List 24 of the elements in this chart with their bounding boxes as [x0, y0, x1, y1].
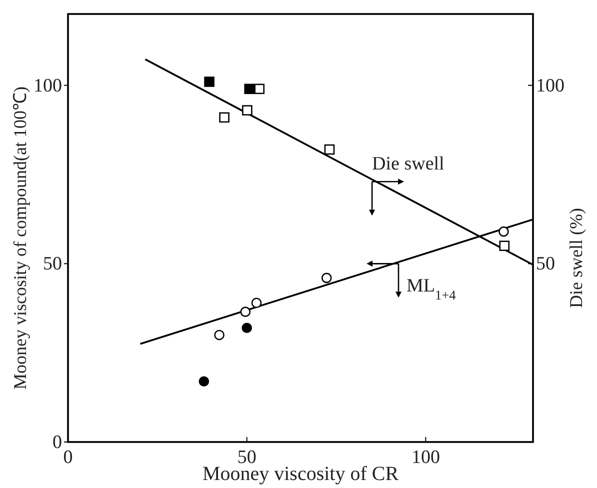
point [242, 322, 252, 334]
point [254, 84, 265, 94]
x-tick-label: 100 [411, 447, 440, 468]
point [324, 144, 335, 155]
point [204, 76, 214, 87]
point [242, 105, 252, 116]
annotation: Die swell [372, 154, 444, 175]
point [498, 226, 509, 237]
y-axis-title: Mooney viscosity of compound(at 100℃) [10, 86, 30, 390]
y-tick-label: 100 [34, 75, 62, 96]
point [251, 298, 262, 308]
point [240, 306, 251, 317]
point [244, 84, 254, 94]
point [214, 330, 224, 340]
y2-tick-label: 50 [536, 254, 555, 275]
y-tick-label: 50 [43, 254, 62, 275]
y2-axis-title: Die swell (%) [566, 208, 586, 308]
y-tick-label: 0 [52, 432, 62, 453]
point [499, 240, 510, 251]
point [219, 112, 230, 123]
y2-tick-label: 100 [536, 75, 564, 96]
point [321, 272, 332, 284]
point [198, 376, 210, 387]
annotation: ML$_{1+4}$ [406, 276, 456, 302]
